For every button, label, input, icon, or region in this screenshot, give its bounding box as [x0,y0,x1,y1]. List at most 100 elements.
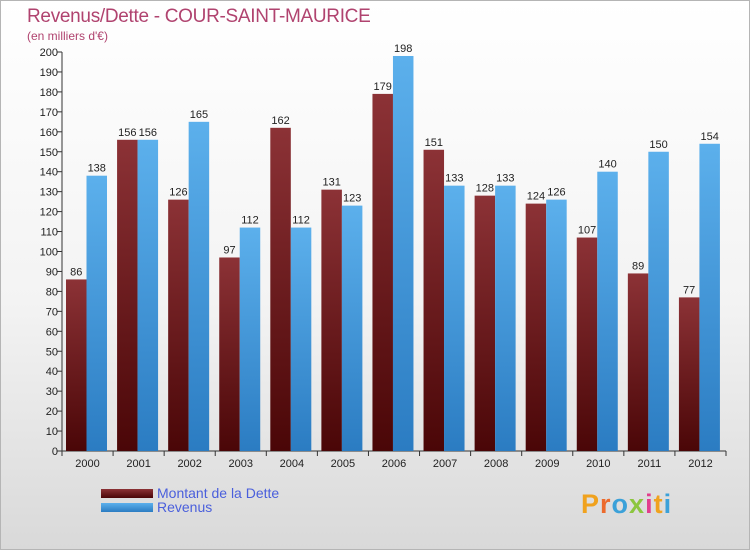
x-tick-label: 2009 [535,458,559,470]
y-tick-label: 120 [40,207,58,219]
x-tick-label: 2002 [177,458,201,470]
y-tick-label: 100 [40,247,58,259]
bar-dette-2000 [66,279,87,451]
bar-revenus-2009 [546,199,567,451]
x-tick-label: 2005 [331,458,355,470]
data-label-revenus-2001: 156 [139,127,157,139]
y-tick-label: 60 [46,326,58,338]
data-label-revenus-2007: 133 [445,173,463,185]
bar-dette-2001 [117,139,138,451]
x-tick-label: 2012 [688,458,712,470]
legend-label-revenus: Revenus [157,499,213,515]
x-tick-label: 2006 [382,458,406,470]
bar-dette-2009 [525,203,547,451]
y-tick-label: 10 [46,426,58,438]
x-tick-label: 2001 [126,458,150,470]
data-label-dette-2000: 86 [70,266,82,278]
bar-revenus-2008 [495,185,516,452]
y-tick-label: 40 [46,366,58,378]
data-label-dette-2002: 126 [169,187,187,199]
logo-letter: P [581,489,601,519]
bar-dette-2007 [423,149,445,451]
x-tick-label: 2011 [638,458,662,470]
legend-swatch-dette [101,489,153,498]
bar-revenus-2000 [86,175,107,451]
legend-swatch-revenus [101,503,153,512]
data-label-revenus-2012: 154 [700,131,718,143]
bar-dette-2005 [321,189,342,451]
data-label-revenus-2006: 198 [394,43,412,55]
legend-label-dette: Montant de la Dette [157,485,280,501]
bar-revenus-2011 [648,151,669,451]
y-tick-label: 0 [52,446,58,458]
x-tick-label: 2004 [280,458,304,470]
y-tick-label: 130 [40,187,58,199]
y-tick-label: 90 [46,266,58,278]
y-tick-label: 30 [46,386,58,398]
data-label-dette-2004: 162 [271,115,289,127]
bar-revenus-2004 [290,227,312,451]
data-label-revenus-2003: 112 [241,215,259,227]
bar-dette-2012 [678,297,700,451]
bar-revenus-2001 [137,139,159,451]
proxiti-logo: Proxiti [581,489,672,520]
x-tick-label: 2003 [229,458,253,470]
data-label-dette-2006: 179 [374,81,392,93]
data-label-revenus-2008: 133 [496,173,514,185]
data-label-dette-2008: 128 [476,183,494,195]
data-label-dette-2009: 124 [527,191,545,203]
logo-letter: t [653,489,664,519]
x-tick-label: 2007 [433,458,457,470]
bar-revenus-2007 [444,185,465,452]
y-tick-label: 180 [40,87,58,99]
y-tick-label: 80 [46,286,58,298]
x-tick-label: 2008 [484,458,508,470]
y-tick-label: 110 [40,227,58,239]
data-label-dette-2011: 89 [632,260,644,272]
y-tick-label: 170 [40,107,58,119]
bar-dette-2002 [168,199,189,451]
y-tick-label: 200 [40,47,58,59]
data-label-revenus-2011: 150 [649,139,667,151]
data-label-dette-2005: 131 [322,177,340,189]
y-tick-label: 140 [40,167,58,179]
chart-title: Revenus/Dette - COUR-SAINT-MAURICE [27,6,371,27]
bar-revenus-2002 [188,121,210,451]
data-label-revenus-2000: 138 [88,163,106,175]
y-tick-label: 50 [46,346,58,358]
bar-dette-2008 [474,195,496,451]
data-label-dette-2010: 107 [578,225,596,237]
bar-dette-2004 [270,127,291,451]
logo-letter: o [611,489,630,519]
data-label-revenus-2010: 140 [598,159,616,171]
bars-group [66,55,720,452]
y-tick-label: 160 [40,127,58,139]
x-tick-label: 2010 [586,458,610,470]
y-tick-label: 150 [40,147,58,159]
logo-letter: i [663,489,673,519]
y-tick-label: 70 [46,306,58,318]
x-tick-label: 2000 [75,458,99,470]
data-label-dette-2012: 77 [683,284,695,296]
bar-revenus-2003 [239,227,261,451]
y-tick-label: 190 [40,67,58,79]
bar-dette-2003 [219,257,240,451]
logo-letter: r [600,489,612,519]
data-label-revenus-2002: 165 [190,109,208,121]
data-label-revenus-2005: 123 [343,193,361,205]
logo-letter: x [629,489,646,519]
data-label-revenus-2009: 126 [547,187,565,199]
logo-letter: i [645,489,654,519]
data-label-dette-2001: 156 [118,127,136,139]
chart-subtitle: (en milliers d'€) [27,29,108,43]
bar-revenus-2006 [392,55,414,452]
data-label-dette-2003: 97 [223,244,235,256]
bar-dette-2010 [576,237,598,451]
bar-revenus-2012 [699,143,720,451]
y-tick-label: 20 [46,406,58,418]
bar-dette-2006 [372,93,393,452]
bar-revenus-2010 [597,171,618,451]
